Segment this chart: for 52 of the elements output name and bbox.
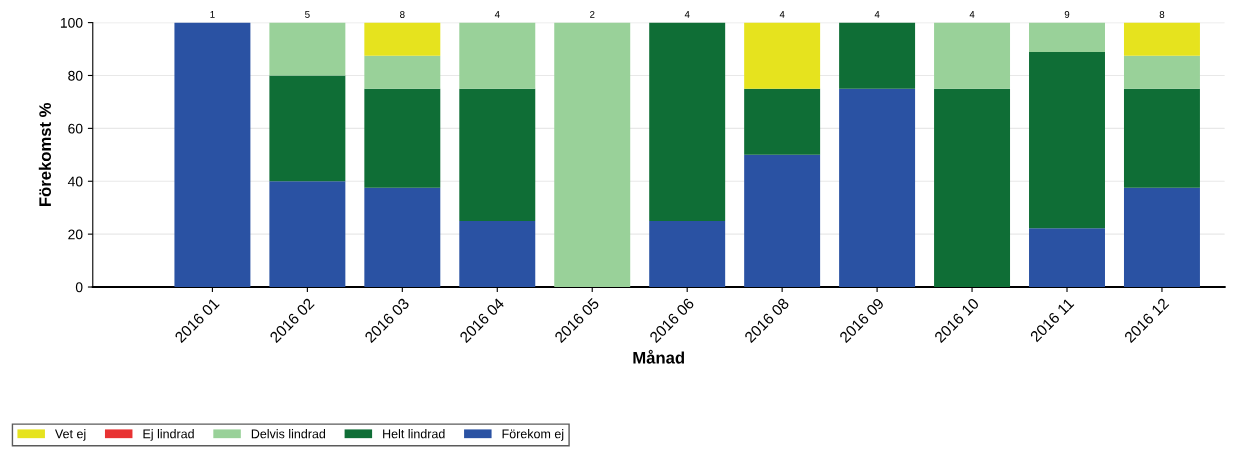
bar [459, 88, 536, 221]
bar [1029, 51, 1105, 229]
annotation: 4 [494, 11, 500, 18]
bar [364, 88, 441, 188]
bar [1123, 88, 1200, 188]
bar [1123, 22, 1200, 56]
y-tick-label: 20 [68, 229, 83, 240]
annotation: 1 [210, 11, 215, 18]
bar [744, 154, 821, 288]
annotation: 5 [305, 11, 310, 18]
bar [744, 22, 821, 89]
bar [459, 22, 536, 89]
bar [269, 75, 346, 182]
bar [1029, 228, 1105, 288]
annotation: 8 [400, 11, 405, 18]
bar [269, 181, 346, 288]
bar [364, 187, 441, 288]
annotation: 2 [590, 11, 595, 18]
bar [934, 22, 1011, 89]
bar [649, 220, 726, 288]
y-tick-label: 60 [68, 123, 83, 134]
annotation: 8 [1159, 11, 1165, 18]
legend-label: Helt lindrad [383, 429, 445, 439]
y-tick-label: 0 [75, 282, 83, 293]
bar [1123, 187, 1200, 288]
bar [744, 88, 821, 155]
legend-label: Delvis lindrad [251, 429, 326, 439]
bar [839, 88, 916, 288]
bar [459, 220, 536, 288]
legend-label: Ej lindrad [143, 429, 194, 441]
annotation: 4 [874, 11, 880, 18]
bar [839, 22, 916, 89]
bar [364, 22, 441, 56]
bar [934, 88, 1011, 288]
y-tick-label: 100 [60, 17, 83, 28]
annotation: 9 [1064, 11, 1070, 18]
annotation: 4 [969, 11, 975, 18]
bar [364, 55, 441, 89]
annotation: 4 [684, 11, 690, 18]
legend-label: Förekom ej [502, 429, 564, 441]
bar [1029, 22, 1105, 52]
annotation: 4 [779, 11, 785, 18]
bar [1123, 55, 1200, 89]
bar [554, 22, 631, 288]
x-axis-title: Månad [633, 349, 684, 364]
y-tick-label: 80 [68, 70, 83, 81]
y-axis-title: Förekomst % [38, 102, 52, 207]
y-tick-label: 40 [67, 176, 83, 187]
bar [174, 22, 251, 288]
bar [269, 22, 346, 76]
bar [649, 22, 726, 221]
legend-label: Vet ej [54, 429, 86, 441]
